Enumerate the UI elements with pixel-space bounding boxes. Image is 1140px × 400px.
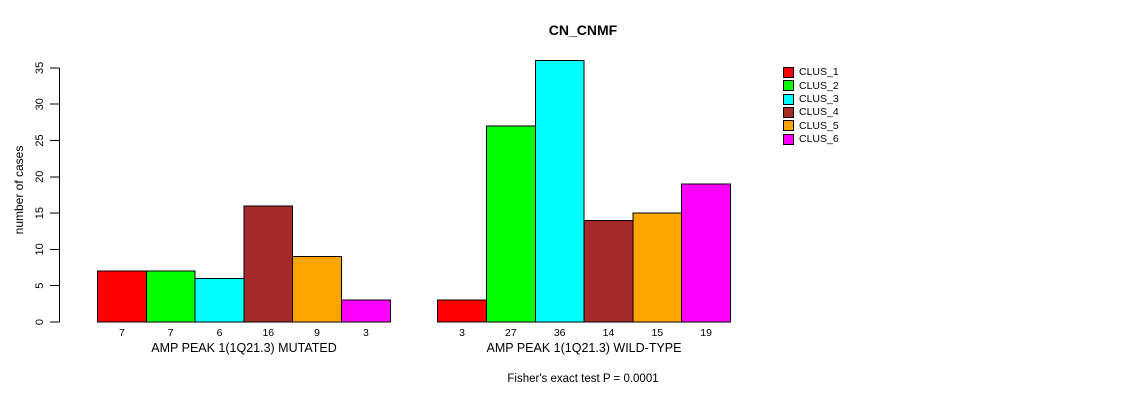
bar-CLUS_6-group1 [681,183,732,323]
legend-swatch-icon [783,67,794,79]
bar-CLUS_2-group1 [486,125,536,323]
bar-CLUS_6-group0 [341,299,391,323]
y-axis-tick-label: 5 [34,283,46,289]
group-label-wild-type: AMP PEAK 1(1Q21.3) WILD-TYPE [487,341,682,355]
legend-item-CLUS_5: CLUS_5 [783,119,839,132]
bar-value-label: 36 [554,327,566,339]
bar-value-label: 3 [363,327,369,339]
bar-value-label: 3 [459,327,465,339]
bar-value-label: 7 [168,327,174,339]
legend-label: CLUS_4 [799,106,839,119]
y-axis-tick-label: 25 [34,134,46,146]
bar-value-label: 6 [217,327,223,339]
legend: CLUS_1 CLUS_2 CLUS_3 CLUS_4 CLUS_5 CLUS_6 [783,66,839,146]
legend-label: CLUS_3 [799,92,839,105]
legend-swatch-icon [783,93,794,105]
legend-item-CLUS_2: CLUS_2 [783,79,839,92]
legend-label: CLUS_6 [799,132,839,145]
chart-title: CN_CNMF [549,22,618,38]
y-axis-tick-label: 30 [34,98,46,110]
bar-CLUS_5-group0 [292,256,343,323]
bar-CLUS_4-group0 [243,205,294,323]
bar-CLUS_4-group1 [583,219,634,323]
fisher-test-subtitle: Fisher's exact test P = 0.0001 [507,373,658,385]
legend-swatch-icon [783,120,794,132]
bar-CLUS_3-group1 [534,60,585,323]
y-axis-tick-label: 0 [34,319,46,325]
legend-swatch-icon [783,80,794,92]
bar-CLUS_2-group0 [145,270,196,323]
y-axis-tick-label: 10 [34,243,46,255]
bar-value-label: 7 [119,327,125,339]
y-axis-tick-label: 20 [34,171,46,183]
bar-value-label: 27 [505,327,517,339]
bar-CLUS_1-group0 [97,270,147,323]
legend-label: CLUS_5 [799,119,839,132]
legend-item-CLUS_1: CLUS_1 [783,66,839,79]
bar-CLUS_1-group1 [437,299,488,323]
legend-item-CLUS_3: CLUS_3 [783,93,839,106]
y-axis-tick-label: 15 [34,207,46,219]
legend-item-CLUS_6: CLUS_6 [783,132,839,145]
legend-label: CLUS_1 [799,66,839,79]
group-label-mutated: AMP PEAK 1(1Q21.3) MUTATED [151,341,336,355]
bar-value-label: 15 [651,327,663,339]
bar-value-label: 14 [603,327,615,339]
y-axis-label: number of cases [12,146,26,235]
legend-item-CLUS_4: CLUS_4 [783,106,839,119]
bar-CLUS_3-group0 [194,277,245,323]
plot-area: 0 5 10 15 20 25 30 35 7 7 6 16 9 3 3 27 36 14 15 19 [34,60,732,339]
legend-swatch-icon [783,107,794,119]
bar-CLUS_5-group1 [632,212,683,323]
bar-value-label: 16 [262,327,274,339]
legend-swatch-icon [783,133,794,145]
y-axis-tick-label: 35 [34,62,46,74]
bar-value-label: 9 [314,327,320,339]
legend-label: CLUS_2 [799,79,839,92]
bar-value-label: 19 [700,327,712,339]
